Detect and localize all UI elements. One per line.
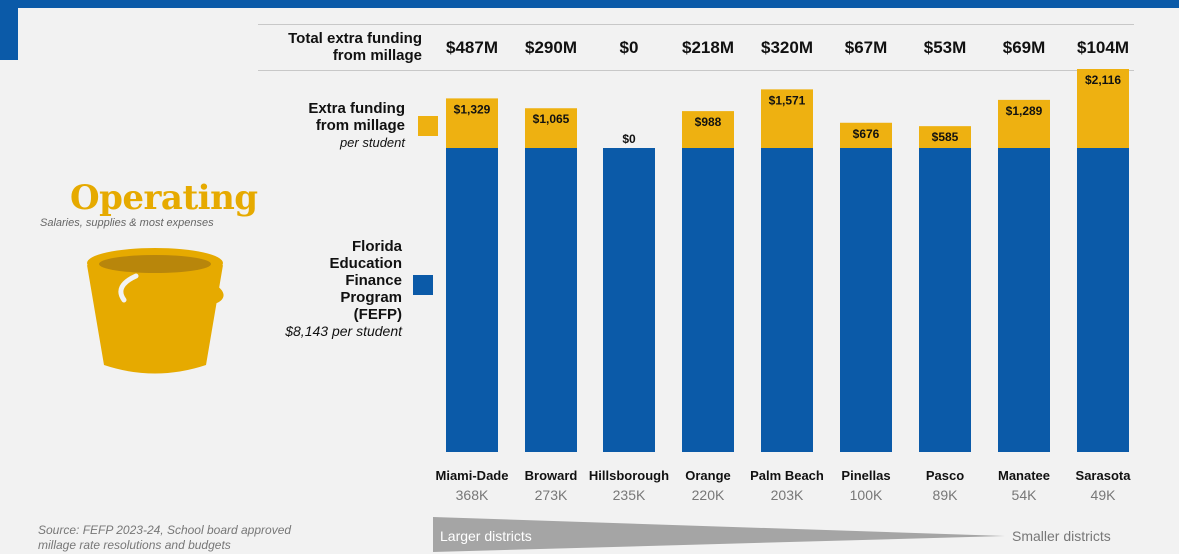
district-enrollment: 100K <box>849 487 883 503</box>
district-name: Manatee <box>997 468 1051 483</box>
total-funding-value: $67M <box>844 38 888 57</box>
district-name: Broward <box>524 468 578 483</box>
millage-value-label: $1,571 <box>769 93 806 107</box>
district-name: Sarasota <box>1075 468 1131 483</box>
millage-value-label: $676 <box>853 127 880 141</box>
smaller-districts-label: Smaller districts <box>1012 528 1111 544</box>
total-funding-value: $320M <box>761 38 813 57</box>
millage-bar-miami-dade <box>446 98 498 148</box>
fefp-bar-pasco <box>919 148 971 452</box>
district-name: Miami-Dade <box>435 468 509 483</box>
millage-value-label: $2,116 <box>1085 73 1121 87</box>
operating-title: Operating <box>70 178 258 218</box>
district-enrollment: 89K <box>932 487 958 503</box>
millage-bar-pasco <box>919 126 971 148</box>
total-funding-value: $218M <box>682 38 734 57</box>
total-funding-value: $104M <box>1077 38 1129 57</box>
millage-value-label: $0 <box>622 132 636 146</box>
district-enrollment: 49K <box>1090 487 1116 503</box>
millage-value-label: $585 <box>932 130 959 144</box>
millage-bar-sarasota <box>1077 69 1129 148</box>
fefp-bar-hillsborough <box>603 148 655 452</box>
millage-swatch <box>418 116 438 136</box>
corner-accent-block <box>0 0 18 60</box>
district-name: Palm Beach <box>750 468 824 483</box>
district-name: Pasco <box>925 468 965 483</box>
fefp-bar-sarasota <box>1077 148 1129 452</box>
millage-value-label: $1,065 <box>533 112 570 126</box>
larger-districts-label: Larger districts <box>440 528 532 544</box>
total-funding-value: $290M <box>525 38 577 57</box>
total-funding-value: $0 <box>619 38 639 57</box>
fefp-bar-broward <box>525 148 577 452</box>
district-name: Hillsborough <box>588 468 670 483</box>
total-funding-label: Total extra funding from millage <box>288 30 422 64</box>
millage-bar-pinellas <box>840 122 892 148</box>
fefp-swatch <box>413 275 433 295</box>
millage-value-label: $1,289 <box>1006 104 1043 118</box>
district-enrollment: 220K <box>691 487 725 503</box>
fefp-legend-label: Florida Education Finance Program (FEFP) <box>329 238 402 323</box>
district-enrollment: 54K <box>1011 487 1037 503</box>
top-accent-bar <box>0 0 1179 8</box>
millage-legend-sub: per student <box>339 135 405 150</box>
district-enrollment: 368K <box>455 487 489 503</box>
fefp-legend: Florida Education Finance Program (FEFP)… <box>240 238 402 340</box>
district-name: Pinellas <box>841 468 891 483</box>
total-funding-value: $487M <box>446 38 498 57</box>
millage-value-label: $988 <box>695 115 722 129</box>
millage-bar-orange <box>682 111 734 148</box>
district-enrollment: 273K <box>534 487 568 503</box>
millage-legend-label: Extra funding from millage <box>308 100 405 134</box>
fefp-bar-palm-beach <box>761 148 813 452</box>
fefp-bar-pinellas <box>840 148 892 452</box>
district-enrollment: 235K <box>612 487 646 503</box>
total-funding-value: $53M <box>923 38 967 57</box>
fefp-bar-orange <box>682 148 734 452</box>
source-note: Source: FEFP 2023-24, School board appro… <box>38 523 292 552</box>
header-rule-bottom <box>258 70 1134 71</box>
total-funding-value: $69M <box>1002 38 1046 57</box>
header-rule-top <box>258 24 1134 25</box>
millage-value-label: $1,329 <box>454 102 491 116</box>
fefp-legend-sub: $8,143 per student <box>285 323 402 339</box>
millage-bar-palm-beach <box>761 89 813 148</box>
operating-subtitle: Salaries, supplies & most expenses <box>40 217 214 229</box>
millage-legend: Extra funding from millage per student <box>240 100 405 151</box>
fefp-bar-miami-dade <box>446 148 498 452</box>
millage-bar-manatee <box>998 99 1050 148</box>
fefp-bar-manatee <box>998 148 1050 452</box>
district-enrollment: 203K <box>770 487 804 503</box>
millage-bar-broward <box>525 108 577 148</box>
district-name: Orange <box>685 468 731 483</box>
